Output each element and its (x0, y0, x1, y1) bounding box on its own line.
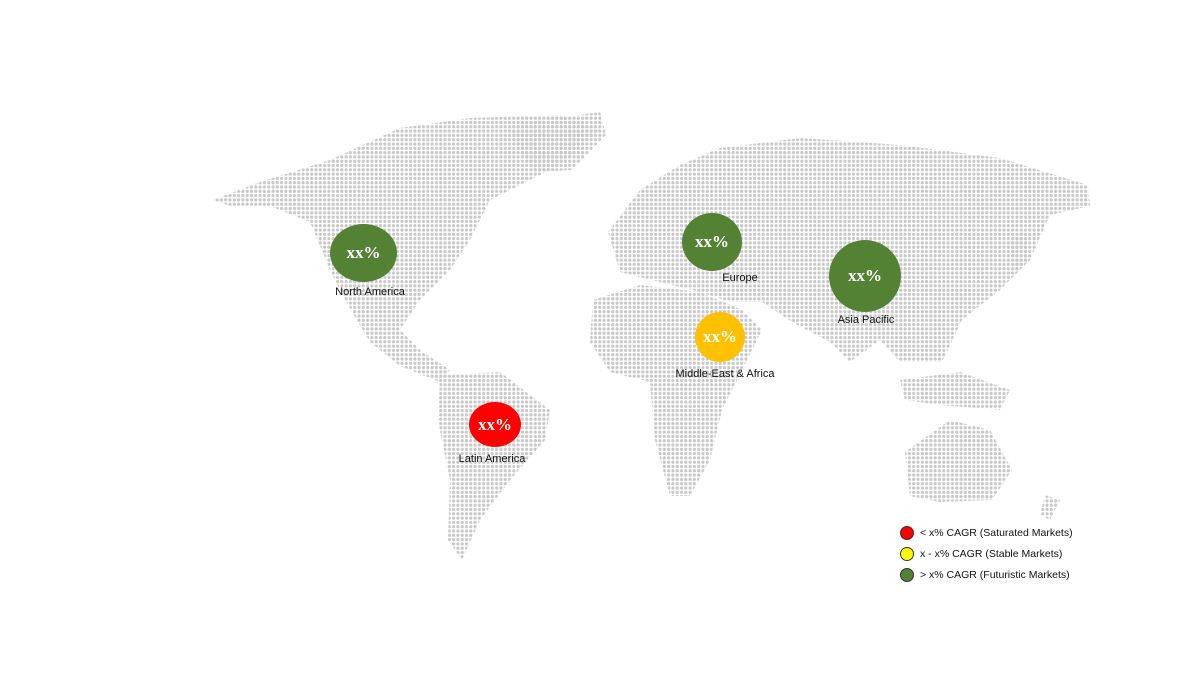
south-america-landmass (438, 372, 550, 560)
greenland-landmass (510, 112, 606, 172)
asia-pacific-bubble: xx% (829, 240, 901, 312)
new-zealand-landmass (1040, 495, 1060, 520)
legend: < x% CAGR (Saturated Markets) x - x% CAG… (900, 522, 1073, 585)
legend-label: x - x% CAGR (Stable Markets) (920, 547, 1063, 560)
north-america-landmass (213, 115, 600, 382)
red-dot-icon (900, 525, 914, 540)
legend-item-futuristic: > x% CAGR (Futuristic Markets) (900, 564, 1073, 585)
latin-america-bubble: xx% (469, 402, 521, 447)
australia-landmass (905, 420, 1012, 502)
green-dot-icon (900, 567, 914, 582)
yellow-dot-icon (900, 546, 914, 561)
latin-america-label: Latin America (458, 453, 526, 465)
north-america-label: North America (335, 286, 405, 298)
middle-east-africa-bubble: xx% (695, 312, 745, 362)
africa-landmass (590, 285, 762, 496)
middle-east-africa-value: xx% (703, 327, 737, 346)
europe-value: xx% (695, 232, 729, 251)
southeast-asia-islands (900, 372, 1010, 410)
japan-landmass (1010, 230, 1030, 275)
latin-america-value: xx% (478, 414, 512, 434)
asia-pacific-label: Asia Pacific (837, 314, 895, 326)
legend-item-saturated: < x% CAGR (Saturated Markets) (900, 522, 1073, 543)
legend-label: < x% CAGR (Saturated Markets) (920, 526, 1073, 539)
middle-east-africa-label: Middle-East & Africa (675, 368, 775, 380)
europe-label: Europe (722, 272, 758, 284)
europe-bubble: xx% (682, 213, 742, 271)
north-america-value: xx% (346, 243, 381, 262)
north-america-bubble: xx% (330, 224, 397, 282)
asia-pacific-value: xx% (848, 266, 882, 285)
legend-label: > x% CAGR (Futuristic Markets) (920, 568, 1070, 581)
legend-item-stable: x - x% CAGR (Stable Markets) (900, 543, 1073, 564)
